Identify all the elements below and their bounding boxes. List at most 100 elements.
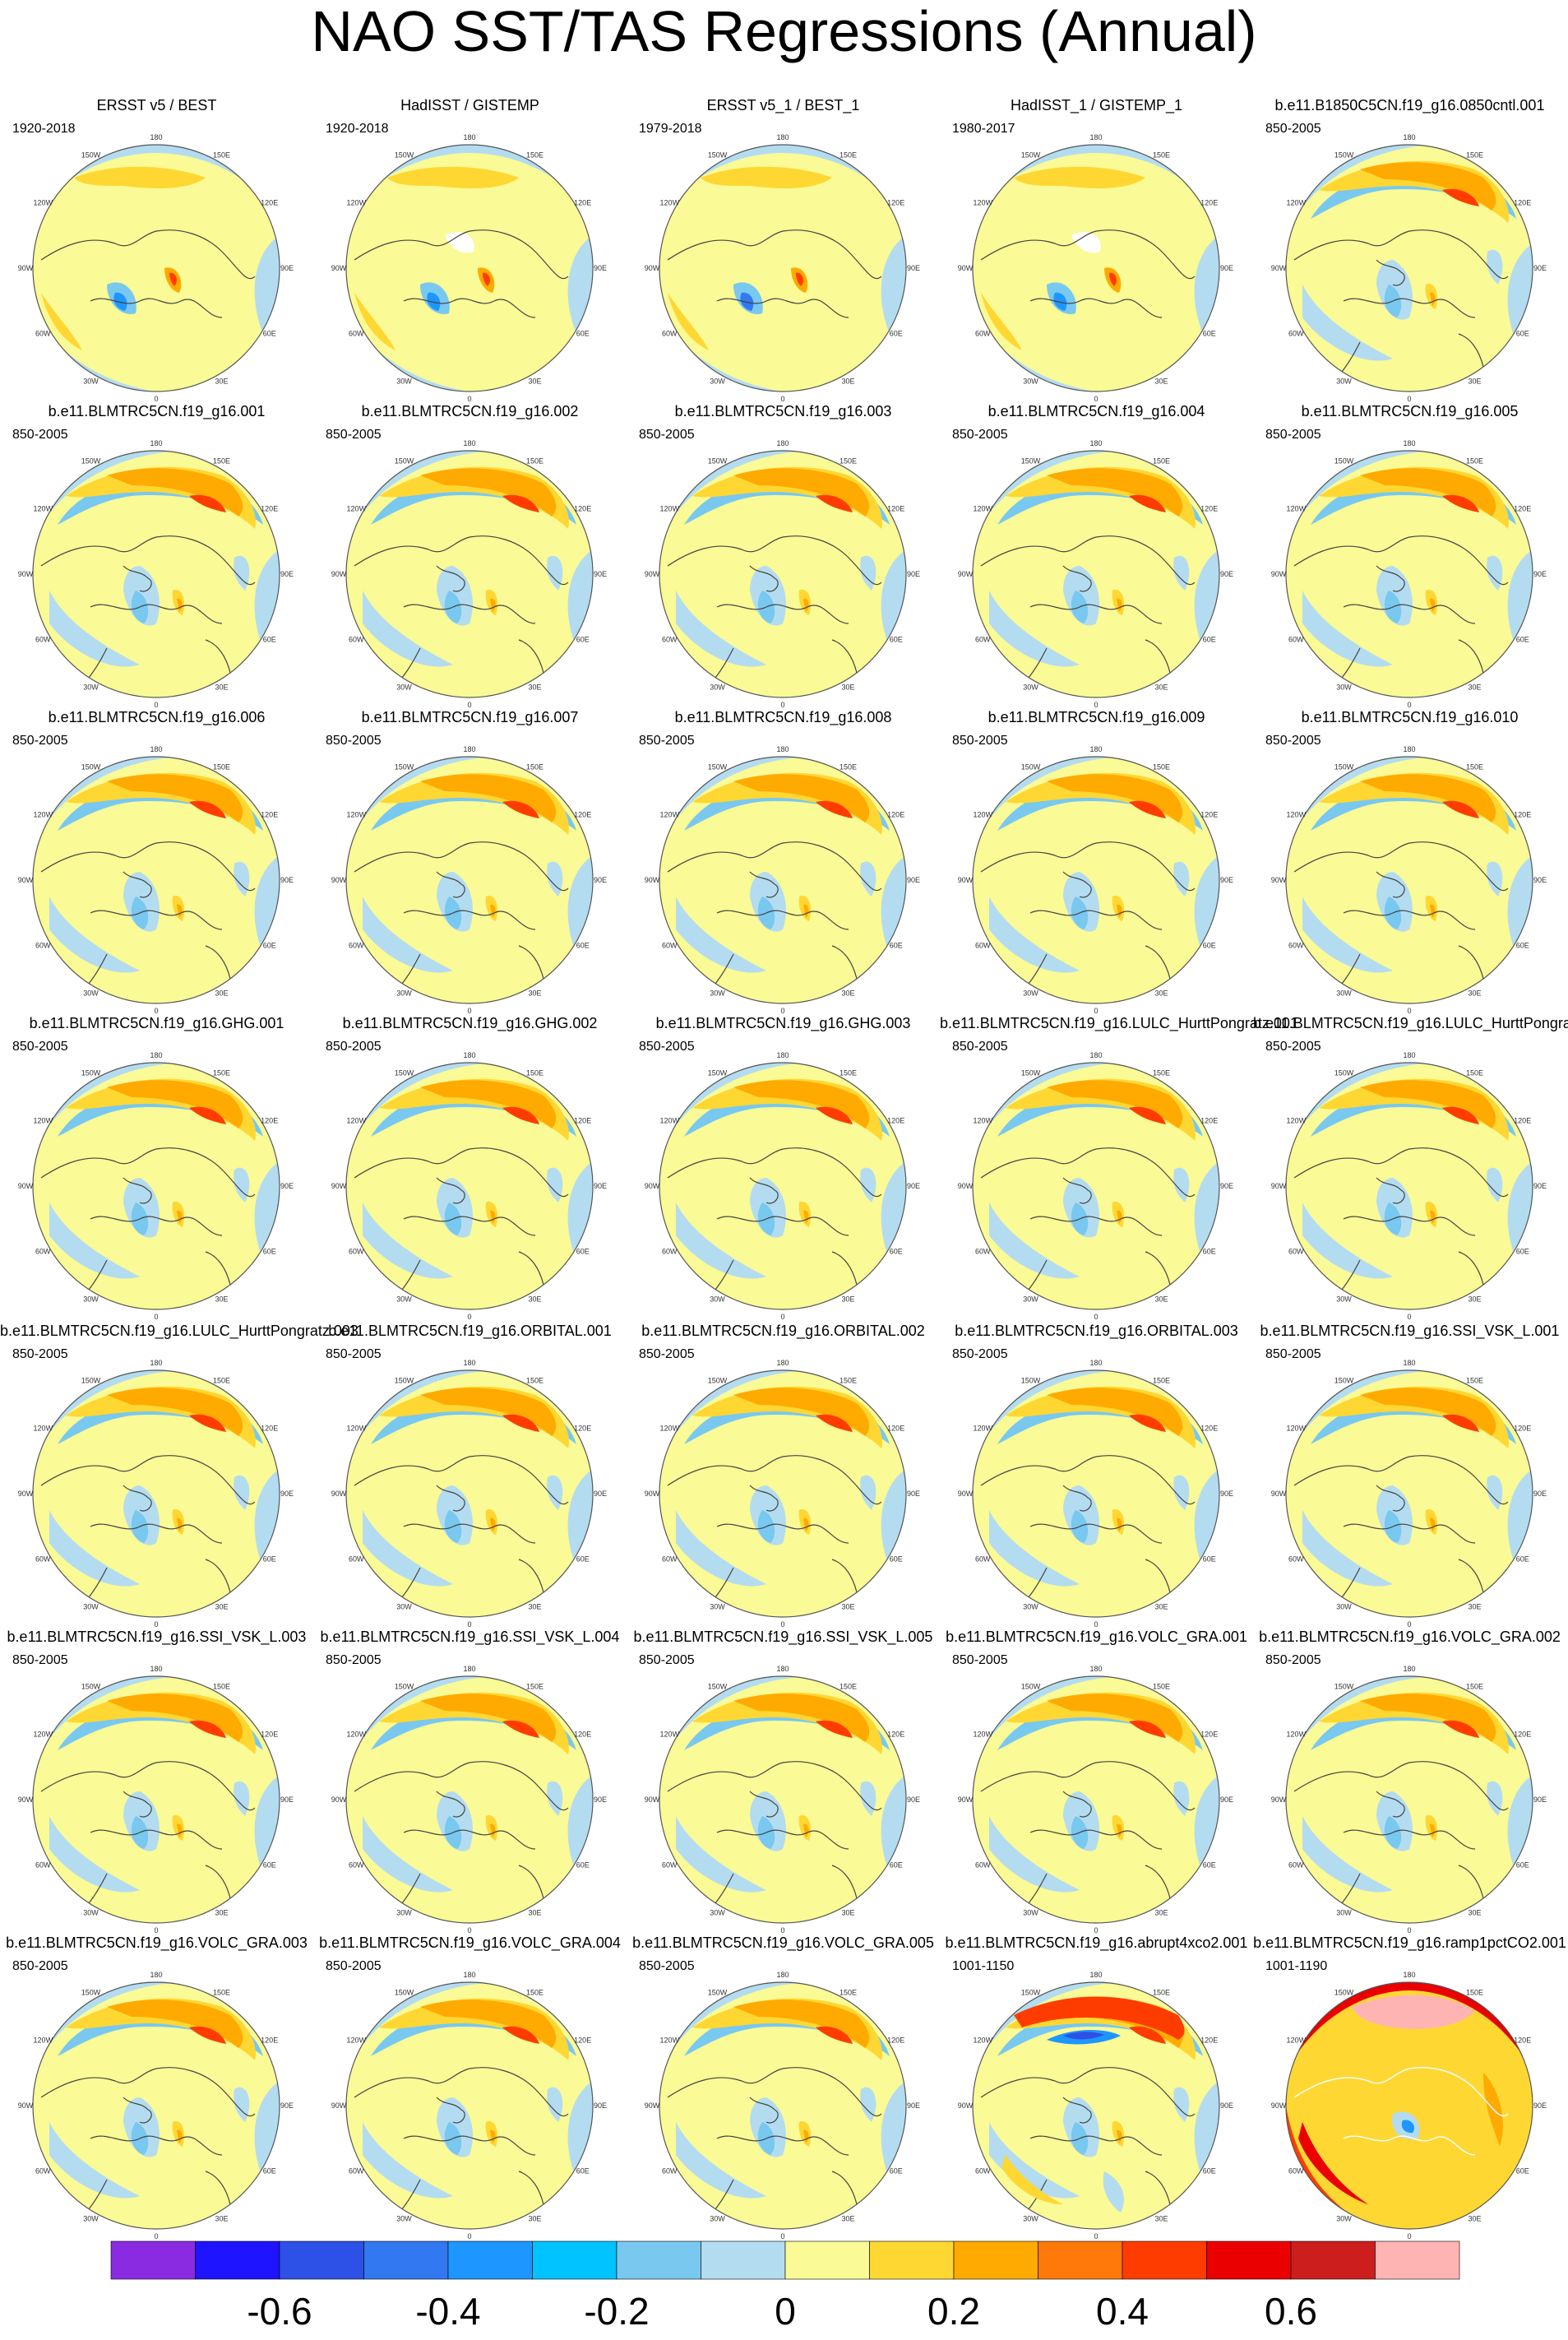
polar-map: 180 150E 120E 90E 60E 30E 0 30W 60W 90W 120W 150W <box>1271 1971 1547 2240</box>
longitude-label: 30E <box>528 1295 541 1304</box>
longitude-label: 60W <box>662 1861 678 1870</box>
longitude-label: 30W <box>1336 683 1352 692</box>
panel-title: b.e11.BLMTRC5CN.f19_g16.004 <box>988 403 1205 419</box>
longitude-label: 30E <box>1154 989 1168 998</box>
colorbar-swatch <box>363 2240 449 2280</box>
map-panel: 180 150E 120E 90E 60E 30E 0 30W 60W 90W 120W 150W b.… <box>627 1323 940 1632</box>
longitude-label: 90E <box>594 570 607 578</box>
map-border <box>1285 144 1533 392</box>
longitude-label: 150W <box>708 1376 728 1384</box>
longitude-label: 60W <box>1288 1555 1304 1564</box>
pacific-blue-band <box>346 1063 593 1153</box>
longitude-label: 120W <box>34 505 53 513</box>
longitude-label: 60E <box>1203 636 1216 644</box>
longitude-label: 180 <box>776 133 789 141</box>
longitude-label: 30E <box>841 1603 854 1611</box>
longitude-label: 60E <box>576 2167 590 2176</box>
map-border <box>659 1981 907 2230</box>
longitude-label: 90W <box>331 264 347 272</box>
eurasia-blue-patch <box>860 1475 877 1510</box>
longitude-label: 120E <box>887 199 904 207</box>
pacific-red-spot <box>816 494 853 512</box>
longitude-label: 30E <box>528 683 541 692</box>
pacific-red-spot <box>1129 1720 1166 1738</box>
longitude-label: 150E <box>213 762 230 771</box>
longitude-label: 60W <box>975 330 991 338</box>
longitude-label: 120W <box>660 1731 680 1739</box>
obs-nordic-red <box>169 272 177 286</box>
panel-title: b.e11.BLMTRC5CN.f19_g16.001 <box>48 403 266 419</box>
panel-period: 850-2005 <box>12 734 68 748</box>
longitude-label: 90W <box>1271 570 1287 578</box>
longitude-label: 30W <box>396 683 412 692</box>
longitude-label: 90W <box>18 2101 34 2110</box>
panel-title: b.e11.BLMTRC5CN.f19_g16.SSI_VSK_L.004 <box>320 1629 620 1645</box>
longitude-label: 180 <box>150 133 162 141</box>
eurasia-blue-patch <box>1173 1475 1190 1510</box>
longitude-label: 30E <box>841 2215 854 2223</box>
obs-pacific-blue <box>973 145 1219 219</box>
longitude-label: 0 <box>1094 1620 1098 1629</box>
nordic-orange <box>803 1518 809 1531</box>
map-border <box>972 1981 1220 2230</box>
longitude-label: 150E <box>213 151 230 159</box>
longitude-label: 90E <box>907 264 920 272</box>
longitude-label: 60E <box>1516 1555 1529 1564</box>
map-border <box>345 1675 594 1924</box>
longitude-label: 150E <box>840 1068 857 1077</box>
colorbar-swatch <box>616 2240 701 2280</box>
longitude-label: 120E <box>1514 1731 1531 1739</box>
atlantic-blue <box>1302 285 1393 361</box>
obs-pacific-blue <box>659 145 906 219</box>
longitude-label: 60W <box>975 1555 991 1564</box>
map-border <box>659 1062 907 1310</box>
panel-title: b.e11.B1850C5CN.f19_g16.0850cntl.001 <box>1274 97 1545 114</box>
polar-map: 180 150E 120E 90E 60E 30E 0 30W 60W 90W 120W 150W <box>1271 1665 1547 1935</box>
map-border <box>32 1062 280 1310</box>
longitude-label: 60E <box>1203 1555 1216 1564</box>
coastlines <box>667 1147 882 1298</box>
nordic-orange <box>803 598 809 612</box>
pacific-red-spot <box>816 1414 853 1432</box>
pacific-red-spot <box>1129 494 1166 512</box>
map-border <box>345 756 594 1004</box>
longitude-label: 90E <box>1220 570 1233 578</box>
longitude-label: 180 <box>1403 1971 1415 1979</box>
longitude-label: 60W <box>1288 636 1304 644</box>
panel-period: 850-2005 <box>326 1347 382 1361</box>
panel-period: 850-2005 <box>1265 1040 1321 1054</box>
obs-pacific-warm <box>387 166 519 188</box>
pacific-blue-band <box>33 1676 280 1767</box>
longitude-label: 120W <box>34 199 53 207</box>
coastlines <box>980 1455 1196 1606</box>
pacific-red-spot <box>1442 1106 1479 1124</box>
obs-south-blue <box>33 317 280 392</box>
map-panel: 180 150E 120E 90E 60E 30E 0 30W 60W 90W 120W 150W b.… <box>627 709 940 1018</box>
map-border <box>659 450 907 698</box>
map-panel: 180 150E 120E 90E 60E 30E 0 30W 60W 90W 120W 150W ER… <box>627 97 940 406</box>
obs-south-blue <box>659 317 906 392</box>
polar-map: 180 150E 120E 90E 60E 30E 0 30W 60W 90W 120W 150W <box>1271 1051 1547 1321</box>
pacific-blue-band <box>973 1982 1219 2073</box>
atlantic-blue <box>676 1510 766 1587</box>
longitude-label: 90W <box>958 570 974 578</box>
panel-period: 1980-2017 <box>952 122 1015 136</box>
longitude-label: 30W <box>710 2215 725 2223</box>
pacific-blue-band <box>659 1676 906 1767</box>
pacific-orange-core <box>107 1999 243 2048</box>
map-border <box>345 1369 594 1618</box>
longitude-label: 30E <box>528 378 541 386</box>
eurasia-blue-patch <box>547 1167 563 1202</box>
eurasia-blue-patch <box>860 1167 877 1202</box>
pacific-red-spot <box>1129 2026 1166 2044</box>
longitude-label: 180 <box>776 1051 789 1059</box>
abrupt-blue-south <box>1103 2171 1124 2213</box>
longitude-label: 0 <box>1407 1926 1411 1935</box>
longitude-label: 120W <box>974 505 993 513</box>
pacific-orange-core <box>107 468 243 517</box>
pacific-blue-band <box>1286 757 1533 847</box>
eurasia-blue-patch <box>1487 1781 1503 1816</box>
polar-map: 180 150E 120E 90E 60E 30E 0 30W 60W 90W 120W 150W <box>958 133 1233 403</box>
longitude-label: 90E <box>1533 1490 1547 1498</box>
longitude-label: 120E <box>574 1117 591 1125</box>
